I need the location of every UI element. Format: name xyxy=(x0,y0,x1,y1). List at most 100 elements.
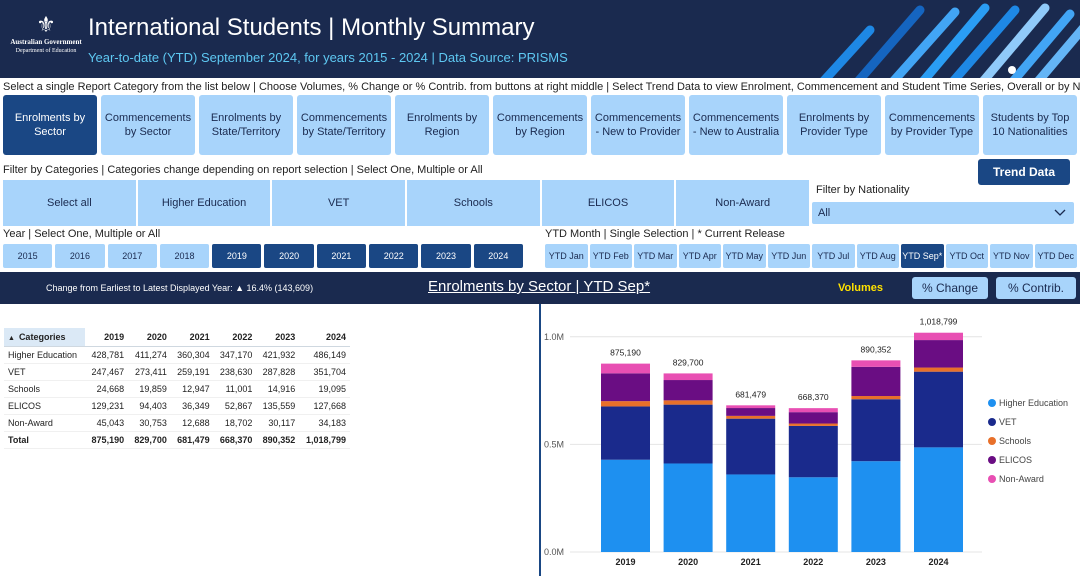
table-cell: 94,403 xyxy=(128,397,171,415)
category-button-higher-education[interactable]: Higher Education xyxy=(137,180,271,226)
column-header-2020[interactable]: 2020 xyxy=(128,328,171,347)
legend-item-vet[interactable]: VET xyxy=(988,417,1017,427)
table-cell: 287,828 xyxy=(256,363,300,381)
year-button-2016[interactable]: 2016 xyxy=(55,244,105,268)
month-button-ytd-may[interactable]: YTD May xyxy=(723,244,766,268)
legend-label: Non-Award xyxy=(999,474,1044,484)
percent-change-button[interactable]: % Change xyxy=(912,277,988,299)
table-cell: 11,001 xyxy=(213,380,257,398)
table-cell: 875,190 xyxy=(85,431,129,449)
bar-segment-vet-2024 xyxy=(914,371,963,448)
month-button-ytd-aug[interactable]: YTD Aug xyxy=(856,244,899,268)
table-cell: 247,467 xyxy=(85,363,129,381)
year-button-2017[interactable]: 2017 xyxy=(107,244,157,268)
nationality-dropdown[interactable]: All xyxy=(812,202,1074,224)
header-banner: ⚜ Australian Government Department of Ed… xyxy=(0,0,1080,78)
year-button-2015[interactable]: 2015 xyxy=(3,244,53,268)
report-button-commencements-new-to-provider[interactable]: Commencements - New to Provider xyxy=(591,95,685,155)
year-instructions: Year | Select One, Multiple or All xyxy=(3,228,161,240)
month-button-ytd-jul[interactable]: YTD Jul xyxy=(812,244,855,268)
report-button-enrolments-by-sector[interactable]: Enrolments by Sector xyxy=(3,95,97,155)
row-label: Higher Education xyxy=(4,346,86,364)
bar-segment-non-award-2023 xyxy=(851,360,901,367)
column-header-categories[interactable]: ▲ Categories xyxy=(4,328,86,347)
report-button-commencements-by-sector[interactable]: Commencements by Sector xyxy=(101,95,195,155)
month-instructions: YTD Month | Single Selection | * Current… xyxy=(545,228,785,240)
legend-item-schools[interactable]: Schools xyxy=(988,436,1031,446)
sort-ascending-icon[interactable]: ▲ xyxy=(8,335,15,342)
month-button-ytd-feb[interactable]: YTD Feb xyxy=(589,244,632,268)
month-button-ytd-oct[interactable]: YTD Oct xyxy=(945,244,988,268)
year-button-2022[interactable]: 2022 xyxy=(369,244,419,268)
legend-item-elicos[interactable]: ELICOS xyxy=(988,455,1032,465)
table-cell: 890,352 xyxy=(256,431,300,449)
category-button-elicos[interactable]: ELICOS xyxy=(541,180,675,226)
bar-segment-elicos-2024 xyxy=(914,340,963,368)
month-button-ytd-jan[interactable]: YTD Jan xyxy=(545,244,588,268)
report-button-commencements-by-state-territory[interactable]: Commencements by State/Territory xyxy=(297,95,391,155)
column-header-2019[interactable]: 2019 xyxy=(85,328,129,347)
table-cell: 273,411 xyxy=(128,363,171,381)
bar-segment-elicos-2023 xyxy=(851,366,901,397)
column-header-2024[interactable]: 2024 xyxy=(299,328,350,347)
trend-data-button[interactable]: Trend Data xyxy=(978,159,1070,185)
year-button-2020[interactable]: 2020 xyxy=(264,244,314,268)
column-header-2023[interactable]: 2023 xyxy=(256,328,300,347)
category-button-schools[interactable]: Schools xyxy=(407,180,540,226)
legend-item-non-award[interactable]: Non-Award xyxy=(988,474,1044,484)
column-header-2021[interactable]: 2021 xyxy=(170,328,214,347)
legend-swatch-icon xyxy=(988,475,996,483)
year-filter-buttons: 2015 2016 2017 2018 2019 2020 2021 2022 2023 2024 xyxy=(3,244,523,268)
report-button-commencements-by-region[interactable]: Commencements by Region xyxy=(493,95,587,155)
bar-segment-schools-2022 xyxy=(788,423,838,426)
percent-contrib-button[interactable]: % Contrib. xyxy=(996,277,1076,299)
report-button-commencements-by-provider-type[interactable]: Commencements by Provider Type xyxy=(885,95,979,155)
column-header-2022[interactable]: 2022 xyxy=(213,328,257,347)
legend-swatch-icon xyxy=(988,437,996,445)
year-button-2024[interactable]: 2024 xyxy=(473,244,523,268)
table-cell: 30,117 xyxy=(256,414,300,432)
bar-segment-schools-2020 xyxy=(663,400,713,405)
category-button-select-all[interactable]: Select all xyxy=(3,180,136,226)
table-row: Non-Award 45,043 30,753 12,688 18,702 30,117 3… xyxy=(4,414,350,432)
year-button-2023[interactable]: 2023 xyxy=(421,244,471,268)
year-button-2019[interactable]: 2019 xyxy=(212,244,262,268)
legend-label: VET xyxy=(999,417,1017,427)
y-axis-tick-label: 0.5M xyxy=(544,439,564,449)
table-cell: 360,304 xyxy=(170,346,214,364)
bar-segment-higher-education-2024 xyxy=(914,447,963,552)
month-button-ytd-apr[interactable]: YTD Apr xyxy=(678,244,721,268)
x-axis-tick-label: 2020 xyxy=(678,557,698,567)
report-button-enrolments-by-state-territory[interactable]: Enrolments by State/Territory xyxy=(199,95,293,155)
month-button-ytd-sep[interactable]: YTD Sep* xyxy=(901,244,944,268)
report-button-students-by-top-10-nationalities[interactable]: Students by Top 10 Nationalities xyxy=(983,95,1077,155)
category-button-non-award[interactable]: Non-Award xyxy=(676,180,810,226)
month-button-ytd-jun[interactable]: YTD Jun xyxy=(767,244,810,268)
volumes-button[interactable]: Volumes xyxy=(838,282,884,294)
y-axis-tick-label: 0.0M xyxy=(544,547,564,557)
table-cell: 19,859 xyxy=(128,380,171,398)
month-button-ytd-dec[interactable]: YTD Dec xyxy=(1034,244,1077,268)
table-cell: 30,753 xyxy=(128,414,171,432)
bar-segment-non-award-2022 xyxy=(788,408,838,413)
legend-label: Schools xyxy=(999,436,1032,446)
year-button-2021[interactable]: 2021 xyxy=(316,244,367,268)
table-cell: 411,274 xyxy=(128,346,171,364)
month-button-ytd-nov[interactable]: YTD Nov xyxy=(990,244,1033,268)
legend-item-higher-education[interactable]: Higher Education xyxy=(988,398,1068,408)
bar-segment-vet-2020 xyxy=(663,404,713,464)
table-header-row: ▲ Categories 2019 2020 2021 2022 2023 2024 xyxy=(4,328,350,347)
nationality-selected-value: All xyxy=(818,207,831,219)
category-button-vet[interactable]: VET xyxy=(272,180,406,226)
report-button-commencements-new-to-australia[interactable]: Commencements - New to Australia xyxy=(689,95,783,155)
report-button-enrolments-by-provider-type[interactable]: Enrolments by Provider Type xyxy=(787,95,881,155)
year-button-2018[interactable]: 2018 xyxy=(159,244,210,268)
bar-segment-vet-2021 xyxy=(726,418,776,475)
report-button-enrolments-by-region[interactable]: Enrolments by Region xyxy=(395,95,489,155)
category-instructions: Filter by Categories | Categories change… xyxy=(3,164,483,176)
row-label: Total xyxy=(4,431,86,449)
month-button-ytd-mar[interactable]: YTD Mar xyxy=(634,244,677,268)
x-axis-tick-label: 2022 xyxy=(803,557,823,567)
table-cell: 19,095 xyxy=(299,380,350,398)
